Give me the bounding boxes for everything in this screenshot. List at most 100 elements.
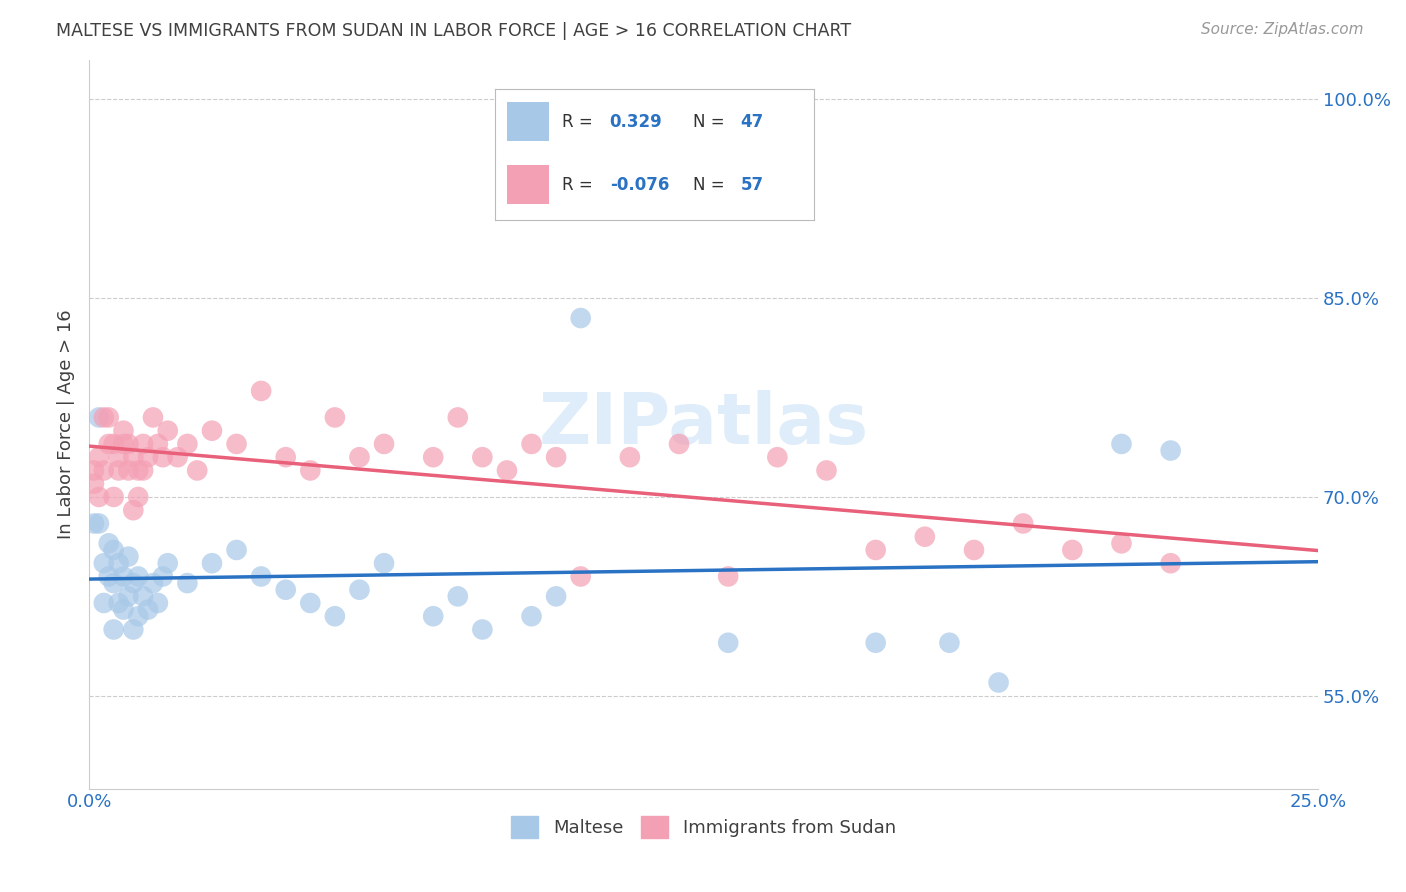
Point bbox=[83, 516, 105, 531]
Point bbox=[103, 543, 125, 558]
Point bbox=[103, 576, 125, 591]
Point bbox=[865, 636, 887, 650]
Point bbox=[103, 490, 125, 504]
Point bbox=[122, 450, 145, 465]
Point bbox=[117, 549, 139, 564]
Point bbox=[117, 463, 139, 477]
Point bbox=[146, 437, 169, 451]
Point bbox=[938, 636, 960, 650]
Point bbox=[97, 536, 120, 550]
Point bbox=[107, 463, 129, 477]
Point bbox=[546, 590, 568, 604]
Point bbox=[299, 596, 322, 610]
Point bbox=[201, 556, 224, 570]
Point bbox=[373, 437, 395, 451]
Point bbox=[117, 590, 139, 604]
Point bbox=[93, 463, 115, 477]
Point bbox=[176, 576, 198, 591]
Point bbox=[107, 450, 129, 465]
Point bbox=[152, 450, 174, 465]
Point bbox=[766, 450, 789, 465]
Legend: Maltese, Immigrants from Sudan: Maltese, Immigrants from Sudan bbox=[505, 809, 903, 845]
Text: Source: ZipAtlas.com: Source: ZipAtlas.com bbox=[1201, 22, 1364, 37]
Point bbox=[132, 437, 155, 451]
Point bbox=[1160, 556, 1182, 570]
Text: MALTESE VS IMMIGRANTS FROM SUDAN IN LABOR FORCE | AGE > 16 CORRELATION CHART: MALTESE VS IMMIGRANTS FROM SUDAN IN LABO… bbox=[56, 22, 852, 40]
Point bbox=[136, 602, 159, 616]
Point bbox=[176, 437, 198, 451]
Point bbox=[93, 556, 115, 570]
Point bbox=[815, 463, 838, 477]
Point bbox=[1012, 516, 1035, 531]
Point bbox=[97, 437, 120, 451]
Point bbox=[93, 596, 115, 610]
Point bbox=[520, 609, 543, 624]
Point bbox=[496, 463, 519, 477]
Point bbox=[963, 543, 986, 558]
Point bbox=[142, 410, 165, 425]
Point bbox=[152, 569, 174, 583]
Point bbox=[323, 410, 346, 425]
Point bbox=[274, 582, 297, 597]
Point bbox=[127, 609, 149, 624]
Point bbox=[122, 623, 145, 637]
Point bbox=[87, 450, 110, 465]
Point bbox=[717, 569, 740, 583]
Point bbox=[373, 556, 395, 570]
Point bbox=[122, 503, 145, 517]
Point bbox=[914, 530, 936, 544]
Point bbox=[274, 450, 297, 465]
Point bbox=[619, 450, 641, 465]
Point bbox=[87, 516, 110, 531]
Y-axis label: In Labor Force | Age > 16: In Labor Force | Age > 16 bbox=[58, 310, 75, 539]
Point bbox=[186, 463, 208, 477]
Text: ZIPatlas: ZIPatlas bbox=[538, 390, 869, 458]
Point bbox=[83, 476, 105, 491]
Point bbox=[112, 602, 135, 616]
Point bbox=[87, 490, 110, 504]
Point bbox=[546, 450, 568, 465]
Point bbox=[107, 596, 129, 610]
Point bbox=[112, 437, 135, 451]
Point bbox=[349, 450, 371, 465]
Point bbox=[1111, 437, 1133, 451]
Point bbox=[865, 543, 887, 558]
Point bbox=[471, 450, 494, 465]
Point bbox=[225, 543, 247, 558]
Point bbox=[107, 556, 129, 570]
Point bbox=[987, 675, 1010, 690]
Point bbox=[127, 463, 149, 477]
Point bbox=[132, 463, 155, 477]
Point bbox=[146, 596, 169, 610]
Point bbox=[569, 311, 592, 326]
Point bbox=[142, 576, 165, 591]
Point bbox=[127, 490, 149, 504]
Point bbox=[127, 569, 149, 583]
Point bbox=[520, 437, 543, 451]
Point bbox=[1111, 536, 1133, 550]
Point bbox=[112, 424, 135, 438]
Point bbox=[156, 556, 179, 570]
Point bbox=[136, 450, 159, 465]
Point bbox=[122, 576, 145, 591]
Point bbox=[447, 410, 470, 425]
Point bbox=[103, 623, 125, 637]
Point bbox=[97, 569, 120, 583]
Point bbox=[717, 636, 740, 650]
Point bbox=[471, 623, 494, 637]
Point bbox=[103, 437, 125, 451]
Point bbox=[250, 569, 273, 583]
Point bbox=[447, 590, 470, 604]
Point bbox=[422, 609, 444, 624]
Point bbox=[1062, 543, 1084, 558]
Point bbox=[1160, 443, 1182, 458]
Point bbox=[166, 450, 188, 465]
Point bbox=[299, 463, 322, 477]
Point bbox=[156, 424, 179, 438]
Point bbox=[87, 410, 110, 425]
Point bbox=[132, 590, 155, 604]
Point bbox=[569, 569, 592, 583]
Point bbox=[422, 450, 444, 465]
Point bbox=[323, 609, 346, 624]
Point bbox=[349, 582, 371, 597]
